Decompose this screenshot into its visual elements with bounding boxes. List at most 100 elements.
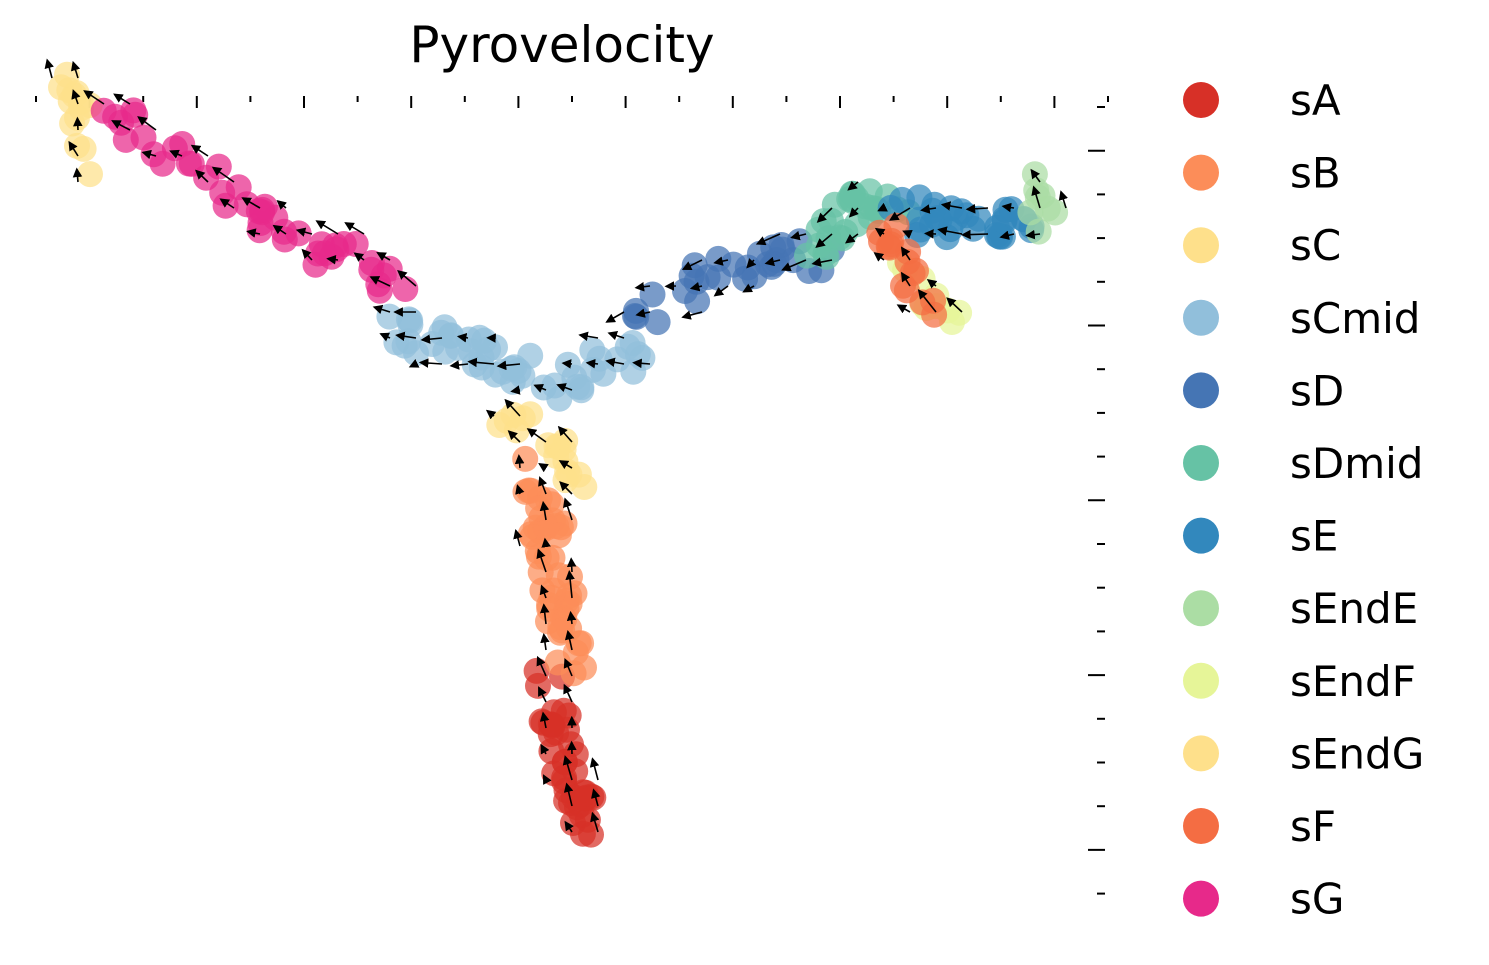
velocity-arrow [565,570,575,599]
velocity-arrow [83,90,105,105]
velocity-arrow [563,782,574,807]
velocity-arrow [315,220,339,235]
velocity-arrow [564,820,574,833]
velocity-arrow [513,528,523,547]
velocity-arrow [137,116,157,131]
legend: sA sB sC sCmid sD sDmid sE sEndE sEndF sEndG sF sG [1183,76,1424,924]
legend-label-sCmid: sCmid [1290,294,1420,343]
chart-title: Pyrovelocity [409,16,714,74]
velocity-arrow [563,497,573,521]
velocity-arrow [585,358,599,369]
legend-label-sB: sB [1290,149,1341,198]
velocity-arrow [73,116,83,131]
velocity-arrow [811,257,833,267]
velocity-arrow [496,360,521,371]
legend-marker-sDmid [1183,445,1219,481]
velocity-arrow [562,755,573,781]
velocity-arrow [533,383,547,393]
velocity-arrow [70,60,81,79]
scatter-point-sA [555,702,582,729]
legend-label-sEndG: sEndG [1290,729,1424,778]
scatter-point-sCmid [431,314,458,341]
velocity-arrow [746,258,757,269]
velocity-arrow [755,233,781,246]
velocity-arrow [195,169,209,183]
legend-marker-sF [1183,808,1219,844]
scatter-point-sG [122,101,149,128]
velocity-arrow [815,233,833,249]
scatter-point-sB [525,543,552,570]
velocity-arrow [847,180,859,191]
velocity-arrow [540,633,550,651]
scatter-point-sB [560,660,587,687]
velocity-arrow [900,271,911,287]
velocity-arrow [1058,190,1068,209]
scatter-point-sD [672,278,698,304]
scatter-point-sDmid [852,193,879,220]
legend-label-sD: sD [1290,366,1344,415]
scatter-point-sB [525,495,552,522]
velocity-arrow [689,281,703,292]
velocity-arrow [467,357,495,368]
velocity-arrow [190,144,209,157]
velocity-arrow [111,120,131,131]
velocity-arrow [564,629,575,651]
velocity-arrow [369,276,391,287]
scatter-point-sEndG [54,61,80,88]
scatter-point-sEndG [70,135,97,162]
velocity-arrow [877,202,888,212]
velocity-arrow [917,289,937,313]
legend-marker-sEndG [1183,735,1219,772]
legend-label-sA: sA [1290,76,1341,125]
velocity-arrow [376,251,391,261]
velocity-arrow [713,256,729,266]
scatter-point-sA [525,672,551,699]
scatter-point-sB [556,582,583,609]
velocity-arrow [558,460,573,470]
velocity-arrow [397,269,417,287]
velocity-arrow [965,204,989,214]
velocity-arrow [420,334,443,344]
velocity-arrow [276,199,287,210]
scatter-point-sE [992,196,1019,223]
scatter-point-sD [741,263,768,290]
velocity-arrow [816,207,833,223]
velocity-arrow [1030,168,1041,183]
legend-label-sEndF: sEndF [1290,657,1416,706]
scatter-point-sG [308,231,335,258]
velocity-arrow [510,385,521,395]
velocity-arrow [896,304,911,314]
scatter-point-sG [90,97,117,124]
velocity-arrow [742,283,755,293]
velocity-arrow [507,430,521,443]
scatter-point-sEndE [1029,182,1056,209]
velocity-arrow [1031,185,1041,209]
scatter-point-sB [535,608,561,635]
velocity-arrow [961,229,989,240]
velocity-arrow [924,229,937,239]
velocity-arrow [344,222,365,235]
velocity-arrow [873,252,885,262]
legend-marker-sB [1183,154,1219,191]
velocity-arrow [219,198,235,209]
velocity-arrow [937,226,963,236]
scatter-point-sCmid [579,337,606,364]
velocity-arrow [536,548,547,573]
velocity-arrow [557,425,573,443]
velocity-arrow [539,584,549,599]
velocity-arrow [538,686,547,703]
velocity-arrow [566,610,577,625]
legend-label-sG: sG [1290,875,1344,924]
velocity-arrow [940,201,963,211]
velocity-arrow [539,603,550,625]
velocity-arrow [379,332,391,342]
velocity-arrow [538,463,549,473]
velocity-arrow [607,331,625,341]
velocity-arrow [241,197,261,209]
velocity-arrow [514,454,525,469]
velocity-arrow [559,481,573,495]
scatter-point-sEndG [59,110,86,137]
velocity-arrow [635,308,651,318]
scatter-point-sB [512,445,539,472]
